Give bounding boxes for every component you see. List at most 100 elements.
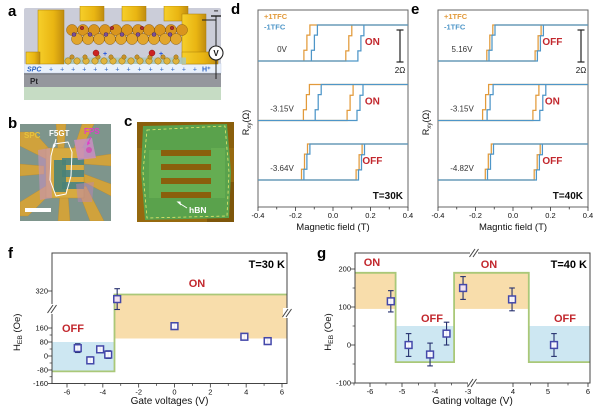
axis-break-mask xyxy=(283,308,291,318)
data-point-marker xyxy=(86,356,95,365)
y-tick-label: 100 xyxy=(338,303,351,312)
gate-voltage-label: -3.15V xyxy=(450,105,474,114)
axis-break-icon xyxy=(47,304,54,314)
fps-arrowhead-icon xyxy=(87,141,91,146)
y-axis-title: Rxy(Ω) xyxy=(421,110,433,136)
x-tick-label: -6 xyxy=(64,388,71,397)
hysteresis-loop xyxy=(438,83,588,122)
data-point-marker xyxy=(263,336,272,346)
crystal-atoms xyxy=(64,24,188,65)
atom-icon xyxy=(108,54,114,60)
ion-icon xyxy=(92,49,100,57)
axis-break-mask xyxy=(48,304,56,314)
electrode-finger xyxy=(157,184,215,192)
temperature-label: T=30K xyxy=(373,191,404,202)
data-point-marker xyxy=(240,332,249,341)
hysteresis-loop xyxy=(258,143,408,181)
hbn-label: hBN xyxy=(189,205,206,215)
x-tick-label: 0.0 xyxy=(328,211,338,220)
panel-letter-b: b xyxy=(8,115,18,132)
device-schematic: + + SPC + + + + + + + + + + + + + + H⁺ P… xyxy=(24,6,224,100)
x-tick-label: -3 xyxy=(465,387,472,396)
atom-icon xyxy=(160,54,166,60)
x-tick-label: 5 xyxy=(546,387,550,396)
data-point-marker xyxy=(113,294,122,304)
hbn-flake-outline xyxy=(142,125,230,219)
legend-item: -1TFC xyxy=(264,23,286,32)
atom-icon xyxy=(176,24,188,36)
state-label: ON xyxy=(481,259,498,271)
atom-icon xyxy=(121,54,127,60)
x-tick-label: 0.4 xyxy=(403,211,413,220)
gold-electrode-left-foot xyxy=(25,51,41,65)
substrate-layer xyxy=(24,86,221,100)
panel-f-chart: -6 -4 -2 0 2 4 6 -160 -80 0 80 160 320 Gate voltages … xyxy=(12,252,292,407)
pt-label: Pt xyxy=(30,77,38,86)
x-tick-label: 0.2 xyxy=(545,211,555,220)
panel-letter-f: f xyxy=(8,245,13,262)
x-tick-label: 0.2 xyxy=(365,211,375,220)
electrode-finger xyxy=(157,170,215,178)
data-point-marker xyxy=(549,340,559,350)
gate-voltage-label: -4.82V xyxy=(450,164,474,173)
axis-break-icon xyxy=(285,308,292,318)
hysteresis-loop xyxy=(438,143,588,181)
x-tick-label: 6 xyxy=(586,387,590,396)
x-tick-label: 0.0 xyxy=(508,211,518,220)
x-tick-label: -4 xyxy=(432,387,439,396)
x-tick-label: 0 xyxy=(172,388,176,397)
atom-icon xyxy=(69,54,75,60)
spc-label: SPC xyxy=(24,131,41,140)
h-plus-label: H⁺ xyxy=(202,67,211,74)
y-tick-label: 0 xyxy=(44,352,48,361)
atom-icon xyxy=(139,25,145,31)
state-label: ON xyxy=(365,97,380,108)
data-point-marker xyxy=(73,343,82,353)
atom-icon xyxy=(91,57,99,65)
x-tick-label: 4 xyxy=(244,388,248,397)
f5gt-label: F5GT xyxy=(49,129,70,138)
data-point-marker xyxy=(458,283,468,293)
x-axis-title: Magntic field (T) xyxy=(479,222,547,233)
spc-label: SPC xyxy=(27,67,42,74)
data-point-marker xyxy=(170,322,179,331)
x-tick-label: 2 xyxy=(208,388,212,397)
ion-plus-icon: + xyxy=(159,51,163,58)
legend-item: +1TFC xyxy=(444,12,468,21)
electrode-gap xyxy=(62,182,84,189)
fps-flake xyxy=(76,182,94,202)
panel-letter-c: c xyxy=(124,113,133,130)
plot-frame xyxy=(51,252,288,384)
state-step-line xyxy=(355,271,591,364)
temperature-label: T=30 K xyxy=(249,259,285,271)
state-label: OFF xyxy=(554,313,576,325)
proton-plus-row: + + + + + + + + + + + + + + xyxy=(49,67,197,74)
f5gt-flake-outline xyxy=(49,141,73,197)
panel-e-chart: -0.4 -0.2 0.0 0.2 0.4 Magntic field (T) Rxy(Ω)… xyxy=(421,9,593,233)
hysteresis-loop xyxy=(258,83,408,122)
atom-icon xyxy=(73,57,81,65)
atom-icon xyxy=(119,32,125,37)
voltmeter-label: V xyxy=(213,49,219,58)
electrode-gap xyxy=(62,170,84,177)
data-point-marker xyxy=(404,340,413,350)
atom-icon xyxy=(103,32,109,37)
data-point-marker xyxy=(442,329,451,338)
x-tick-label: -0.4 xyxy=(432,211,445,220)
y-tick-label: 0 xyxy=(347,341,351,350)
pt-layer xyxy=(24,73,221,87)
scale-bar-label: 2Ω xyxy=(576,66,586,75)
data-point-marker xyxy=(95,345,105,354)
state-label: OFF xyxy=(362,156,382,167)
atom-icon xyxy=(134,54,140,60)
panel-g-chart: -6 -5 -4 -3 4 5 6 -100 0 100 200 Gating voltage (V)… xyxy=(323,248,591,407)
scale-bar xyxy=(25,208,51,212)
x-tick-label: 0.4 xyxy=(583,211,593,220)
state-label: ON xyxy=(545,97,560,108)
axis-break-icon xyxy=(472,248,479,258)
axis-break-icon xyxy=(467,378,474,388)
temperature-label: T=40K xyxy=(553,191,584,202)
temperature-label: T=40 K xyxy=(551,259,587,271)
x-tick-label: -0.4 xyxy=(252,211,265,220)
gate-voltage-label: -3.15V xyxy=(270,105,294,114)
